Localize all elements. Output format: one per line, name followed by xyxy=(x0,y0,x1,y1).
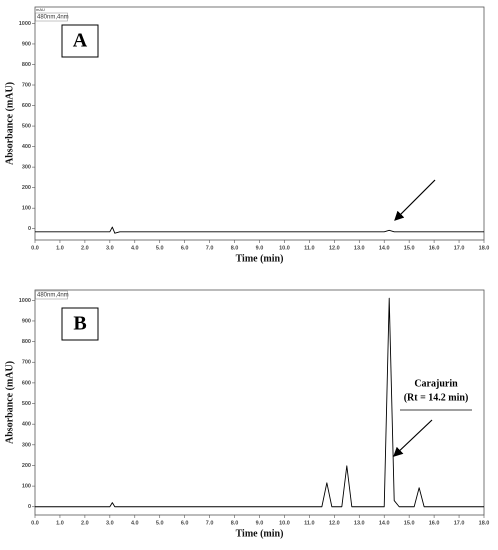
x-tick-label: 6.0 xyxy=(181,520,189,526)
y-tick-label: 200 xyxy=(22,185,31,191)
x-tick-label: 2.0 xyxy=(81,520,89,526)
y-tick-label: 800 xyxy=(22,339,31,345)
signal-trace xyxy=(35,297,484,508)
arrow xyxy=(393,419,433,457)
x-tick-label: 11.0 xyxy=(304,520,314,526)
x-tick-label: 3.0 xyxy=(106,520,114,526)
y-tick-label: 700 xyxy=(22,360,31,366)
y-axis-title: Absorbance (mAU) xyxy=(4,361,15,444)
x-tick-label: 10.0 xyxy=(279,520,290,526)
x-tick-label: 12.0 xyxy=(329,245,340,251)
y-tick-label: 600 xyxy=(22,380,31,386)
x-tick-label: 7.0 xyxy=(206,245,214,251)
y-tick-label: 400 xyxy=(22,422,31,428)
y-tick-label: 600 xyxy=(22,103,31,109)
y-tick-label: 200 xyxy=(22,463,31,469)
x-tick-label: 1.0 xyxy=(56,520,64,526)
x-tick-label: 14.0 xyxy=(379,520,390,526)
y-tick-label: 1000 xyxy=(19,21,31,27)
y-tick-label: 100 xyxy=(22,484,31,490)
y-tick-label: 400 xyxy=(22,144,31,150)
panel-label-box xyxy=(61,307,99,341)
x-tick-label: 3.0 xyxy=(106,245,114,251)
x-axis-title: Time (min) xyxy=(236,528,284,539)
y-tick-label: 300 xyxy=(22,442,31,448)
y-tick-label: 800 xyxy=(22,62,31,68)
x-tick-label: 13.0 xyxy=(354,520,365,526)
x-tick-label: 0.0 xyxy=(31,520,39,526)
x-tick-label: 7.0 xyxy=(206,520,214,526)
panel-label: A xyxy=(73,30,88,52)
x-tick-label: 9.0 xyxy=(256,245,264,251)
plot-frame xyxy=(34,6,485,241)
x-axis-title: Time (min) xyxy=(236,253,284,264)
x-tick-label: 12.0 xyxy=(329,520,340,526)
panel-label: B xyxy=(73,313,86,335)
arrow xyxy=(394,179,436,221)
y-tick-label: 0 xyxy=(28,226,31,232)
x-tick-label: 15.0 xyxy=(404,520,415,526)
y-tick-label: 500 xyxy=(22,401,31,407)
x-tick-label: 8.0 xyxy=(231,245,239,251)
x-tick-label: 5.0 xyxy=(156,520,164,526)
channel-label-box xyxy=(35,290,68,300)
x-tick-label: 1.0 xyxy=(56,245,64,251)
channel-label-box xyxy=(35,12,68,22)
y-tick-label: 900 xyxy=(22,318,31,324)
y-tick-label: 700 xyxy=(22,82,31,88)
x-tick-label: 6.0 xyxy=(181,245,189,251)
x-tick-label: 0.0 xyxy=(31,245,39,251)
signal-trace xyxy=(35,226,484,234)
x-tick-label: 18.0 xyxy=(479,520,490,526)
x-tick-label: 16.0 xyxy=(429,245,440,251)
x-tick-label: 4.0 xyxy=(131,245,139,251)
x-tick-label: 17.0 xyxy=(454,520,465,526)
x-tick-label: 9.0 xyxy=(256,520,264,526)
x-tick-label: 11.0 xyxy=(304,245,314,251)
x-tick-label: 4.0 xyxy=(131,520,139,526)
channel-label: 480nm,4nm xyxy=(37,15,69,21)
x-tick-label: 13.0 xyxy=(354,245,365,251)
y-unit-label: mAU xyxy=(36,7,45,12)
y-tick-label: 0 xyxy=(28,504,31,510)
y-tick-label: 900 xyxy=(22,41,31,47)
x-tick-label: 5.0 xyxy=(156,245,164,251)
x-tick-label: 10.0 xyxy=(279,245,290,251)
y-tick-label: 100 xyxy=(22,206,31,212)
annotation: Carajurin xyxy=(414,378,458,389)
x-tick-label: 14.0 xyxy=(379,245,390,251)
x-tick-label: 2.0 xyxy=(81,245,89,251)
annotation: (Rt = 14.2 min) xyxy=(404,392,469,403)
channel-label: 480nm,4nm xyxy=(37,293,69,299)
y-axis-title: Absorbance (mAU) xyxy=(4,82,15,165)
y-tick-label: 300 xyxy=(22,165,31,171)
x-tick-label: 16.0 xyxy=(429,520,440,526)
x-tick-label: 15.0 xyxy=(404,245,415,251)
y-tick-label: 500 xyxy=(22,124,31,130)
x-tick-label: 8.0 xyxy=(231,520,239,526)
x-tick-label: 18.0 xyxy=(479,245,490,251)
y-tick-label: 1000 xyxy=(19,298,31,304)
x-tick-label: 17.0 xyxy=(454,245,465,251)
panel-label-box xyxy=(61,24,99,58)
